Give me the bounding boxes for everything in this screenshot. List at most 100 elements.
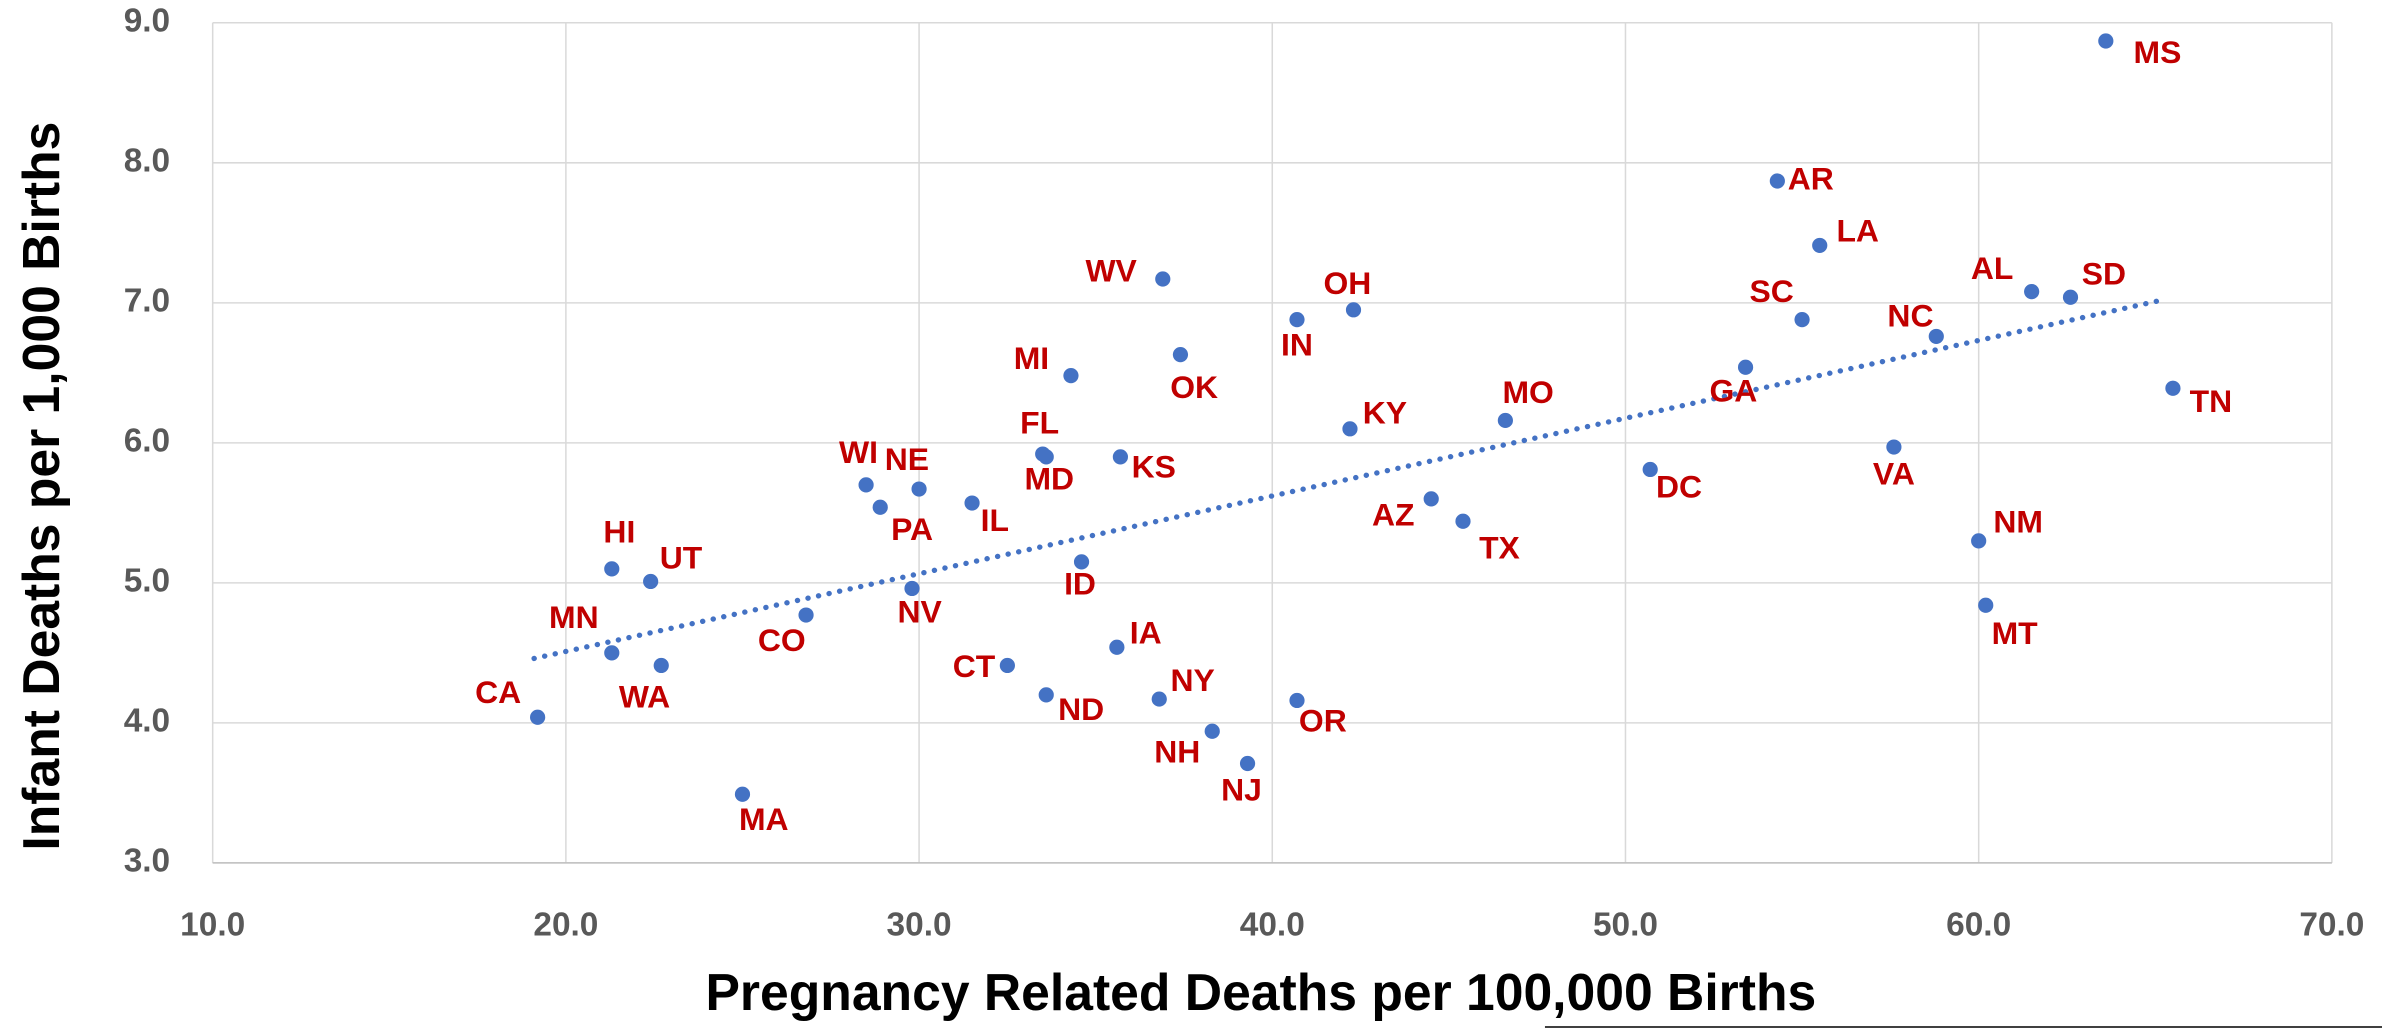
- point: [904, 580, 920, 597]
- point-label: LA: [1836, 213, 1879, 249]
- point: [1109, 639, 1125, 655]
- point: [1737, 359, 1754, 375]
- point-label: MA: [739, 801, 789, 837]
- point-label: HI: [603, 513, 635, 549]
- point-label: NE: [885, 441, 929, 477]
- point: [1063, 368, 1079, 384]
- y-tick-label: 5.0: [124, 563, 170, 600]
- x-tick-label: 10.0: [180, 907, 245, 944]
- point-label: MS: [2134, 34, 2182, 70]
- point-label: MD: [1024, 461, 1074, 497]
- point: [1642, 461, 1658, 478]
- point: [643, 573, 659, 590]
- point: [1978, 597, 1994, 613]
- point-label: WI: [839, 434, 878, 470]
- point: [1342, 421, 1358, 437]
- point: [1239, 755, 1256, 772]
- point: [964, 495, 980, 511]
- x-tick-label: 40.0: [1240, 907, 1305, 944]
- point: [1423, 491, 1439, 507]
- point: [1204, 723, 1220, 739]
- point-label: NJ: [1221, 772, 1262, 808]
- point-label: CA: [475, 674, 521, 710]
- point: [1155, 271, 1171, 287]
- x-tick-label: 70.0: [2299, 907, 2364, 944]
- y-tick-label: 3.0: [124, 843, 170, 880]
- point: [1289, 692, 1305, 709]
- point: [1112, 449, 1128, 465]
- point-label: NM: [1993, 504, 2043, 540]
- point-label: NH: [1154, 733, 1200, 769]
- point-label: MI: [1014, 340, 1049, 376]
- point: [1289, 312, 1305, 328]
- y-tick-label: 8.0: [124, 143, 170, 180]
- point-label: CO: [758, 622, 806, 658]
- point-label: NV: [897, 594, 942, 630]
- point: [1497, 412, 1513, 429]
- point: [1345, 302, 1362, 318]
- point: [1928, 328, 1944, 345]
- point-label: CT: [953, 648, 996, 684]
- point: [1886, 439, 1902, 455]
- x-tick-label: 60.0: [1946, 907, 2011, 944]
- y-tick-label: 7.0: [124, 283, 170, 320]
- point: [734, 786, 751, 802]
- y-axis-title: Infant Deaths per 1,000 Births: [12, 122, 70, 851]
- point: [1038, 687, 1054, 703]
- point-label: KS: [1132, 448, 1176, 484]
- point-label: ND: [1058, 691, 1104, 727]
- point-label: DC: [1656, 469, 1702, 505]
- point: [999, 657, 1015, 674]
- point-label: WV: [1085, 252, 1137, 288]
- point: [1172, 347, 1189, 363]
- point-label: IL: [981, 502, 1009, 538]
- point-label: AL: [1971, 250, 2014, 286]
- point-label: IA: [1130, 615, 1162, 651]
- point: [1151, 691, 1167, 707]
- point-label: SC: [1750, 273, 1794, 309]
- point-label: PA: [891, 511, 933, 547]
- x-axis-title: Pregnancy Related Deaths per 100,000 Bir…: [705, 963, 1816, 1021]
- point: [2165, 380, 2181, 396]
- x-tick-label: 30.0: [887, 907, 952, 944]
- point-label: IN: [1281, 326, 1313, 362]
- point-label: MN: [549, 599, 599, 635]
- point-label: NC: [1887, 298, 1933, 334]
- point: [604, 645, 620, 661]
- point: [653, 657, 669, 674]
- point-label: GA: [1709, 372, 1757, 408]
- point-label: OK: [1170, 369, 1218, 405]
- point-label: MT: [1992, 615, 2039, 651]
- point-label: AZ: [1372, 496, 1415, 532]
- x-tick-label: 50.0: [1593, 907, 1658, 944]
- point-label: SD: [2082, 255, 2126, 291]
- point: [2024, 284, 2040, 300]
- y-tick-label: 6.0: [124, 423, 170, 460]
- point: [2098, 33, 2114, 49]
- point: [858, 477, 874, 493]
- y-tick-label: 4.0: [124, 703, 170, 740]
- point-label: AR: [1788, 160, 1834, 196]
- point-label: TX: [1479, 530, 1520, 566]
- point-label: ID: [1064, 566, 1096, 602]
- point: [1812, 237, 1828, 254]
- y-tick-label: 9.0: [124, 3, 170, 40]
- point: [604, 561, 620, 577]
- point-label: MO: [1502, 374, 1553, 410]
- point: [1769, 173, 1785, 189]
- point-label: FL: [1020, 405, 1059, 441]
- point: [1073, 554, 1090, 570]
- point-label: UT: [660, 540, 703, 576]
- point-label: OH: [1324, 265, 1372, 301]
- point: [872, 499, 888, 515]
- point-label: KY: [1363, 395, 1407, 431]
- point: [1794, 312, 1810, 328]
- x-tick-label: 20.0: [533, 907, 598, 944]
- point: [1038, 449, 1054, 465]
- point: [1971, 533, 1987, 549]
- point-label: WA: [619, 678, 670, 714]
- point: [530, 709, 546, 725]
- point-label: TN: [2190, 383, 2233, 419]
